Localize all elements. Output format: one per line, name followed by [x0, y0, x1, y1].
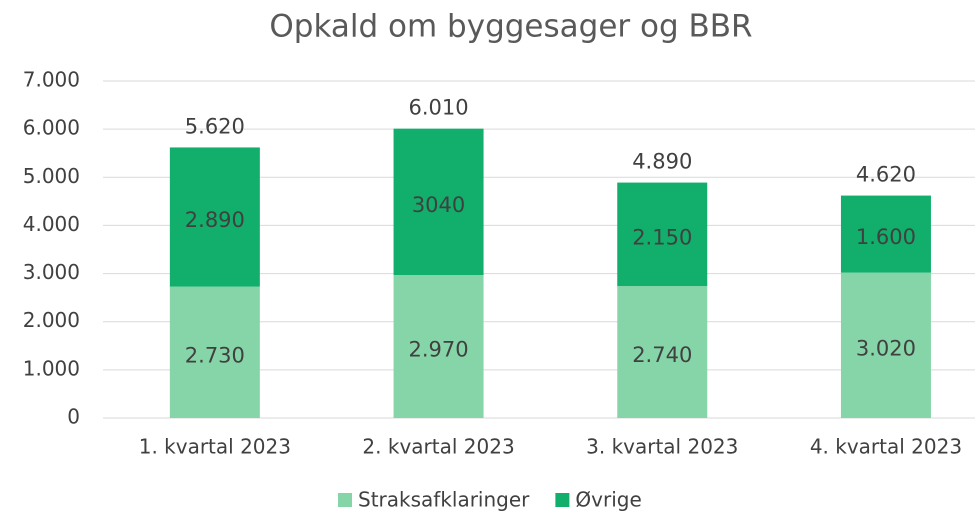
legend-swatch: [555, 493, 570, 507]
legend-swatch: [338, 493, 352, 507]
y-tick-label: 4.000: [23, 212, 80, 236]
y-tick-label: 1.000: [23, 356, 80, 380]
x-tick-label: 2. kvartal 2023: [362, 435, 514, 459]
data-label: 2.730: [185, 343, 245, 367]
total-label: 4.620: [856, 163, 916, 187]
legend-label: Straksafklaringer: [358, 488, 530, 512]
total-label: 5.620: [185, 114, 245, 138]
x-tick-label: 3. kvartal 2023: [586, 435, 738, 459]
bar-segment: [617, 182, 708, 287]
total-label: 6.010: [408, 96, 468, 120]
data-label: 2.890: [185, 208, 245, 232]
bar-segment: [393, 275, 484, 418]
chart-title: Opkald om byggesager og BBR: [269, 9, 752, 45]
bar-segment: [840, 272, 931, 418]
y-tick-label: 7.000: [23, 68, 80, 92]
data-label: 3040: [412, 193, 465, 217]
data-label: 2.150: [632, 225, 692, 249]
data-label: 3.020: [856, 336, 916, 360]
data-label: 2.970: [408, 338, 468, 362]
x-tick-label: 1. kvartal 2023: [139, 435, 291, 459]
bar-segment: [169, 147, 260, 287]
y-tick-label: 6.000: [23, 116, 80, 140]
y-tick-label: 2.000: [23, 308, 80, 332]
y-tick-label: 5.000: [23, 164, 80, 188]
data-label: 2.740: [632, 343, 692, 367]
y-tick-label: 3.000: [23, 260, 80, 284]
legend-label: Øvrige: [575, 488, 641, 512]
bar-segment: [617, 286, 708, 418]
data-label: 1.600: [856, 225, 916, 249]
total-label: 4.890: [632, 150, 692, 174]
x-tick-label: 4. kvartal 2023: [810, 435, 962, 459]
bar-segment: [393, 128, 484, 276]
bar-segment: [840, 195, 931, 273]
y-tick-label: 0: [67, 405, 80, 429]
bar-segment: [169, 286, 260, 418]
